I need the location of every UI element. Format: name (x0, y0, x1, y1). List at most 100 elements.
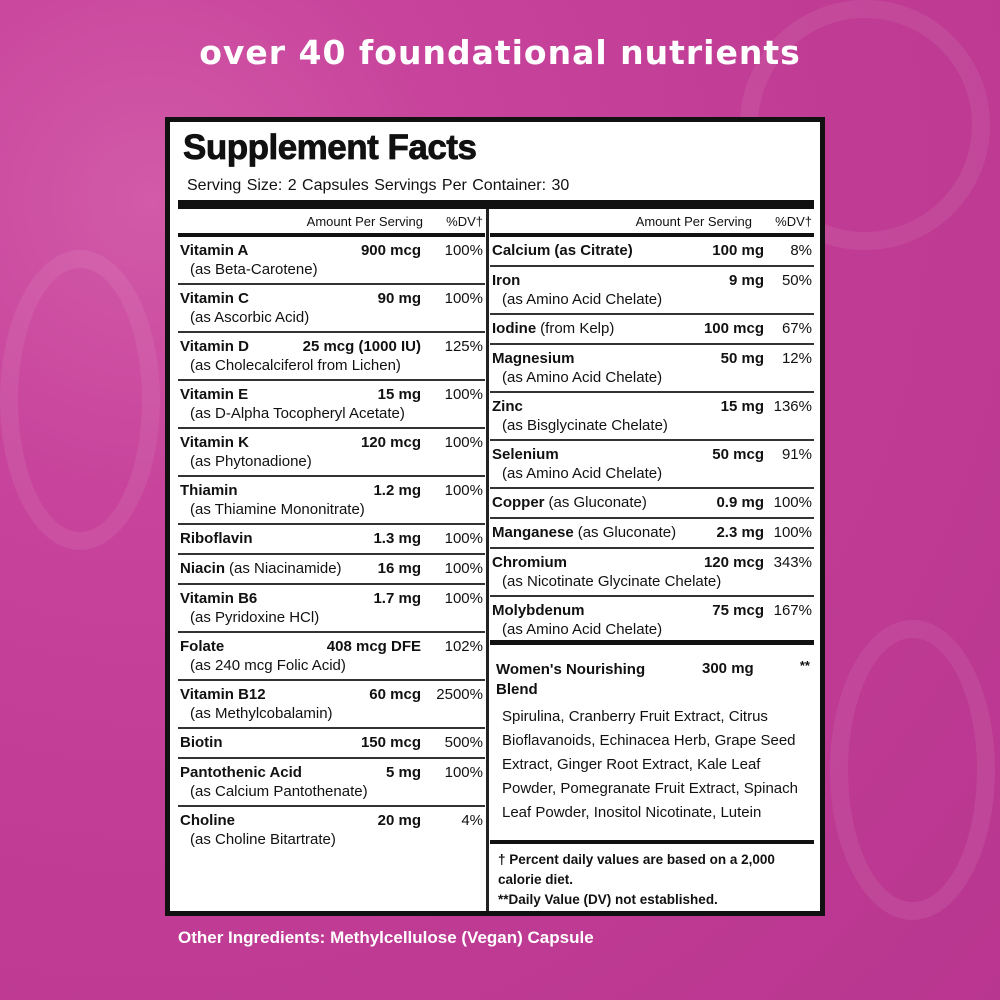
nutrient-line: Iodine (from Kelp) 100 mcg 67% (492, 320, 812, 337)
panel-title: Supplement Facts (183, 128, 478, 168)
footnote-double-star: **Daily Value (DV) not established. (498, 892, 718, 907)
nutrient-dv: 4% (461, 812, 483, 829)
nutrient-dv: 100% (444, 242, 483, 259)
nutrient-amount: 150 mcg (360, 734, 421, 751)
column-divider (486, 209, 489, 911)
nutrient-amount: 408 mcg DFE (326, 638, 421, 655)
nutrient-name: Thiamin (180, 482, 238, 499)
nutrient-dv: 100% (444, 530, 483, 547)
nutrient-source: (as Bisglycinate Chelate) (502, 417, 668, 434)
nutrient-name: Vitamin K (180, 434, 249, 451)
nutrient-line: Choline 20 mg 4% (180, 812, 483, 829)
column-header: Amount Per Serving %DV† (490, 209, 814, 237)
nutrient-dv: 102% (444, 638, 483, 655)
header-dv: %DV† (446, 213, 483, 229)
nutrient-row: Niacin (as Niacinamide) 16 mg 100% (178, 555, 485, 585)
nutrient-name: Manganese (492, 524, 574, 541)
nutrient-amount: 100 mg (712, 242, 764, 259)
nutrient-dv: 125% (444, 338, 483, 355)
nutrient-line: Pantothenic Acid 5 mg 100% (180, 764, 483, 781)
nutrient-amount: 120 mcg (703, 554, 764, 571)
nutrient-row: Folate 408 mcg DFE 102% (as 240 mcg Folic A… (178, 633, 485, 681)
nutrient-line: Manganese (as Gluconate) 2.3 mg 100% (492, 524, 812, 541)
nutrient-line: Selenium 50 mcg 91% (492, 446, 812, 463)
nutrient-line: Folate 408 mcg DFE 102% (180, 638, 483, 655)
nutrient-dv: 343% (773, 554, 812, 571)
nutrient-amount: 15 mg (377, 386, 421, 403)
nutrient-dv: 100% (444, 590, 483, 607)
footnotes: † Percent daily values are based on a 2,… (490, 840, 814, 911)
nutrient-line: Vitamin B6 1.7 mg 100% (180, 590, 483, 607)
nutrient-line: Vitamin D 25 mcg (1000 IU) 125% (180, 338, 483, 355)
nutrient-row: Zinc 15 mg 136% (as Bisglycinate Chelate) (490, 393, 814, 441)
nutrient-source: (as Amino Acid Chelate) (502, 465, 663, 482)
nutrient-dv: 12% (781, 350, 812, 367)
nutrient-amount: 25 mcg (1000 IU) (302, 338, 421, 355)
nutrient-name: Riboflavin (180, 530, 253, 547)
headline: over 40 foundational nutrients (199, 33, 801, 72)
nutrient-amount: 90 mg (377, 290, 421, 307)
blend-ingredients: Spirulina, Cranberry Fruit Extract, Citr… (502, 708, 798, 821)
nutrient-amount: 15 mg (720, 398, 764, 415)
nutrient-row: Vitamin E 15 mg 100% (as D-Alpha Tocopheryl… (178, 381, 485, 429)
blend-dv: ** (799, 658, 810, 673)
nutrient-row: Vitamin C 90 mg 100% (as Ascorbic Acid) (178, 285, 485, 333)
nutrient-name: Calcium (492, 242, 551, 259)
nutrient-row: Chromium 120 mcg 343% (as Nicotinate Glycin… (490, 549, 814, 597)
nutrient-row: Biotin 150 mcg 500% (178, 729, 485, 759)
nutrient-source: (as Nicotinate Glycinate Chelate) (502, 573, 722, 590)
nutrient-name: Choline (180, 812, 235, 829)
nutrient-amount: 50 mg (720, 350, 764, 367)
nutrient-line: Chromium 120 mcg 343% (492, 554, 812, 571)
nutrient-name: Chromium (492, 554, 567, 571)
nutrient-row: Iodine (from Kelp) 100 mcg 67% (490, 315, 814, 345)
nutrient-name: Biotin (180, 734, 223, 751)
background-swirl (830, 620, 995, 920)
nutrient-amount: 5 mg (385, 764, 421, 781)
nutrient-line: Magnesium 50 mg 12% (492, 350, 812, 367)
nutrient-dv: 167% (773, 602, 812, 619)
nutrient-dv: 100% (444, 560, 483, 577)
nutrient-source: (as Beta-Carotene) (190, 261, 318, 278)
divider-thick (178, 200, 814, 209)
nutrient-source: (as D-Alpha Tocopheryl Acetate) (190, 405, 405, 422)
other-ingredients: Other Ingredients: Methylcellulose (Vega… (178, 928, 594, 947)
nutrient-line: Calcium (as Citrate) 100 mg 8% (492, 242, 812, 259)
nutrient-amount: 120 mcg (360, 434, 421, 451)
nutrient-dv: 8% (790, 242, 812, 259)
nutrient-source: (as Amino Acid Chelate) (502, 369, 663, 386)
nutrient-row: Choline 20 mg 4% (as Choline Bitartrate) (178, 807, 485, 855)
header-amount: Amount Per Serving (306, 213, 423, 229)
serving-info: Serving Size: 2 Capsules Servings Per Co… (187, 177, 570, 194)
nutrient-row: Pantothenic Acid 5 mg 100% (as Calcium Pant… (178, 759, 485, 807)
nutrient-name: Vitamin D (180, 338, 249, 355)
nutrient-dv: 2500% (436, 686, 483, 703)
supplement-facts-panel: Supplement Facts Serving Size: 2 Capsule… (165, 117, 825, 916)
nutrient-line: Biotin 150 mcg 500% (180, 734, 483, 751)
nutrient-line: Vitamin C 90 mg 100% (180, 290, 483, 307)
nutrient-amount: 50 mcg (712, 446, 764, 463)
nutrient-amount: 2.3 mg (716, 524, 764, 541)
nutrient-note: (as Citrate) (554, 242, 633, 259)
left-column: Amount Per Serving %DV† Vitamin A 900 mcg… (178, 209, 485, 855)
nutrient-row: Copper (as Gluconate) 0.9 mg 100% (490, 489, 814, 519)
nutrient-row: Manganese (as Gluconate) 2.3 mg 100% (490, 519, 814, 549)
nutrient-row: Magnesium 50 mg 12% (as Amino Acid Chelate) (490, 345, 814, 393)
nutrient-source: (as Amino Acid Chelate) (502, 291, 663, 308)
nutrient-source: (as Amino Acid Chelate) (502, 621, 663, 638)
nutrient-name: Niacin (180, 560, 226, 577)
nutrient-source: (as Cholecalciferol from Lichen) (190, 357, 401, 374)
nutrient-dv: 100% (773, 524, 812, 541)
nutrient-line: Vitamin B12 60 mcg 2500% (180, 686, 483, 703)
nutrient-dv: 100% (444, 434, 483, 451)
nutrient-dv: 100% (444, 290, 483, 307)
nutrient-line: Riboflavin 1.3 mg 100% (180, 530, 483, 547)
nutrient-line: Vitamin E 15 mg 100% (180, 386, 483, 403)
nutrient-dv: 100% (444, 482, 483, 499)
nutrient-row: Iron 9 mg 50% (as Amino Acid Chelate) (490, 267, 814, 315)
nutrient-amount: 900 mcg (360, 242, 421, 259)
nutrient-line: Iron 9 mg 50% (492, 272, 812, 289)
nutrient-name: Folate (180, 638, 225, 655)
nutrient-row: Riboflavin 1.3 mg 100% (178, 525, 485, 555)
nutrient-amount: 1.2 mg (373, 482, 421, 499)
